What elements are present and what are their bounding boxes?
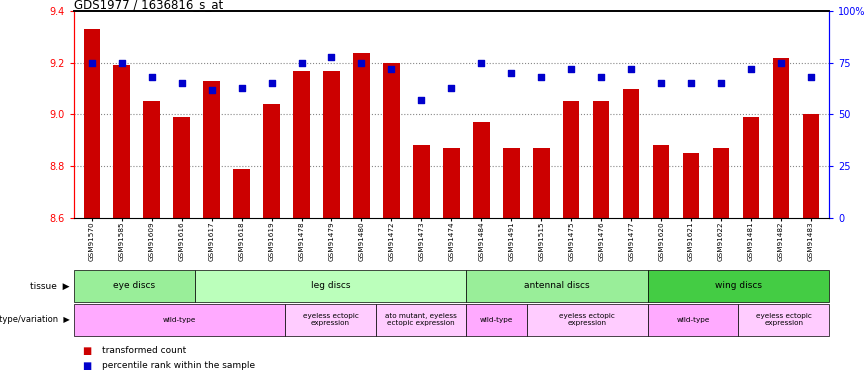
Point [475,60,489,66]
Text: wild-type: wild-type [676,316,710,322]
Point [265,81,279,87]
Bar [293,70,310,217]
Bar [466,304,527,336]
Point [145,74,159,80]
Point [325,54,339,60]
Bar [114,65,130,218]
Bar [648,304,739,336]
Point [205,87,219,93]
Text: antennal discs: antennal discs [524,281,590,290]
Bar [353,53,370,217]
Bar [413,145,430,218]
Text: eyeless ectopic
expression: eyeless ectopic expression [303,313,358,326]
Bar [383,63,399,217]
Text: percentile rank within the sample: percentile rank within the sample [102,361,254,370]
Point [85,60,99,66]
Bar [473,122,490,218]
Bar [527,304,648,336]
Bar [194,270,466,302]
Bar [713,148,729,217]
Text: wing discs: wing discs [715,281,762,290]
Bar [653,145,669,218]
Text: eye discs: eye discs [113,281,155,290]
Bar [174,117,190,218]
Point [624,66,638,72]
Bar [143,102,160,217]
Bar [83,29,100,218]
Point [444,85,458,91]
Text: eyeless ectopic
expression: eyeless ectopic expression [559,313,615,326]
Bar [803,114,819,218]
Point [804,74,818,80]
Point [774,60,788,66]
Point [234,85,248,91]
Bar [739,304,829,336]
Bar [233,168,250,217]
Point [535,74,549,80]
Bar [683,153,700,218]
Text: wild-type: wild-type [163,316,196,322]
Bar [563,102,580,217]
Point [684,81,698,87]
Bar [743,117,760,218]
Point [744,66,758,72]
Point [174,81,188,87]
Text: ■: ■ [82,361,92,370]
Text: transformed count: transformed count [102,346,186,355]
Bar [503,148,520,217]
Text: tissue  ▶: tissue ▶ [30,281,69,290]
Text: wild-type: wild-type [480,316,513,322]
Point [504,70,518,76]
Bar [74,270,194,302]
Text: eyeless ectopic
expression: eyeless ectopic expression [756,313,812,326]
Bar [203,81,220,218]
Bar [593,102,609,217]
Text: genotype/variation  ▶: genotype/variation ▶ [0,315,69,324]
Text: ato mutant, eyeless
ectopic expression: ato mutant, eyeless ectopic expression [385,313,457,326]
Point [354,60,368,66]
Point [714,81,728,87]
Bar [444,148,459,217]
Point [654,81,668,87]
Bar [648,270,829,302]
Point [385,66,398,72]
Point [595,74,608,80]
Bar [623,88,640,218]
Bar [376,304,466,336]
Bar [533,148,549,217]
Point [115,60,128,66]
Bar [286,304,376,336]
Point [564,66,578,72]
Bar [773,58,789,217]
Bar [323,70,339,217]
Bar [263,104,279,218]
Text: ■: ■ [82,346,92,355]
Point [294,60,308,66]
Point [414,97,428,103]
Text: GDS1977 / 1636816_s_at: GDS1977 / 1636816_s_at [74,0,223,11]
Bar [74,304,286,336]
Bar [466,270,648,302]
Text: leg discs: leg discs [311,281,351,290]
